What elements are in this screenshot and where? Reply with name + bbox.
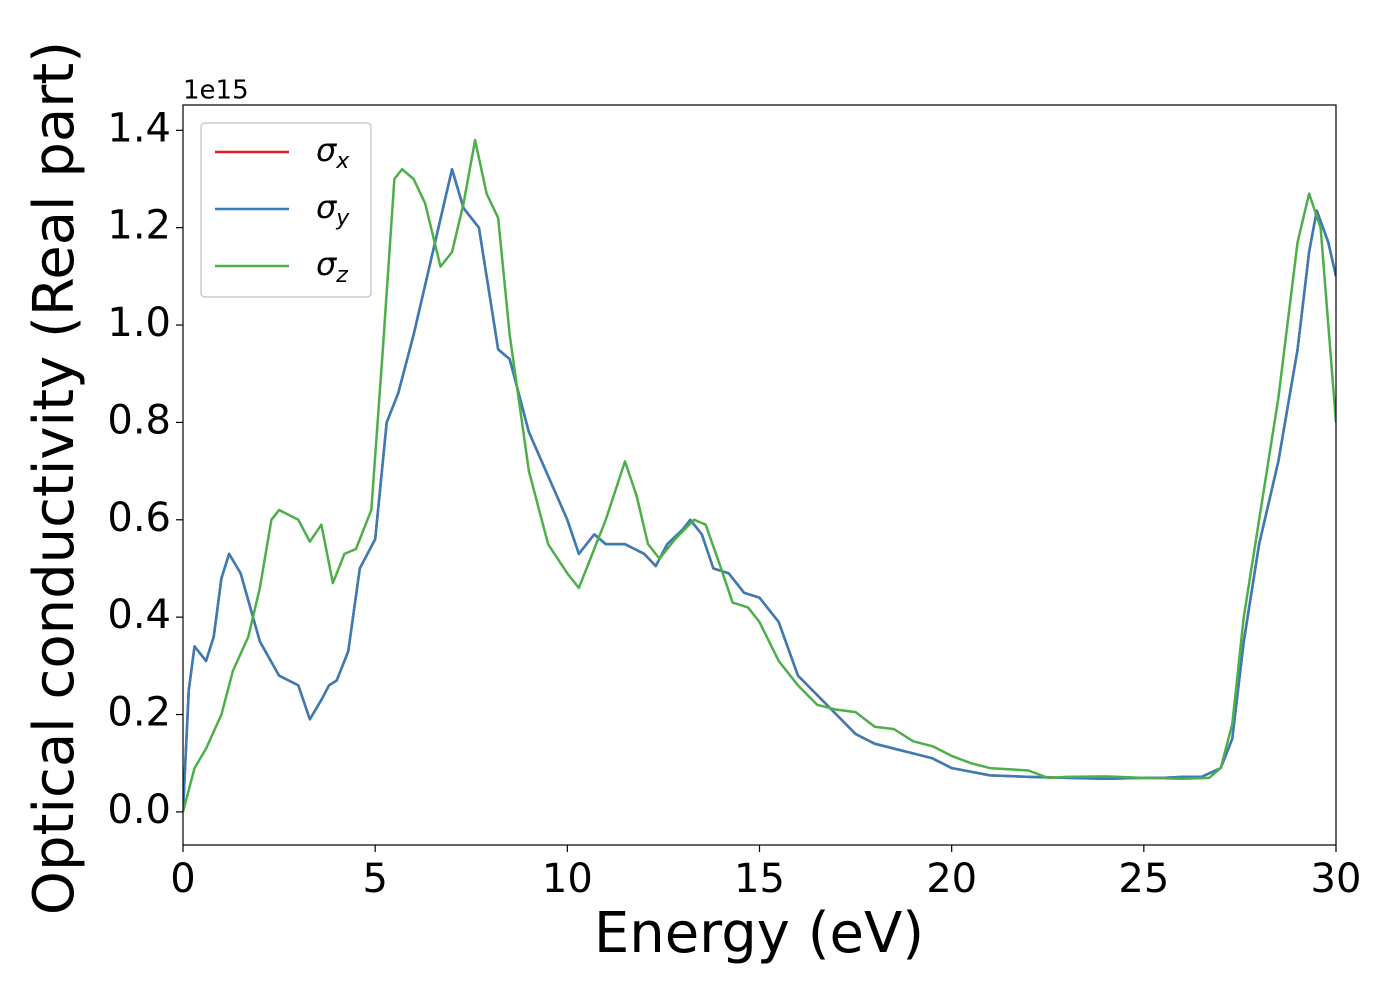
data-line: [183, 138, 1336, 813]
y-tick-label: 0.2: [107, 690, 171, 736]
x-tick-label: 15: [734, 856, 785, 902]
y-tick-label: 0.8: [107, 397, 171, 443]
y-tick-label: 0.6: [107, 495, 171, 541]
x-axis-label: Energy (eV): [594, 901, 924, 966]
y-tick-label: 1.4: [107, 105, 171, 151]
legend-label: σx: [316, 131, 350, 174]
plot-lines: [183, 138, 1336, 813]
offset-text: 1e15: [183, 76, 249, 106]
x-tick-label: 20: [926, 856, 977, 902]
legend-label: σz: [316, 245, 348, 288]
legend-label: σy: [316, 188, 350, 231]
y-tick-label: 0.0: [107, 787, 171, 833]
x-tick-label: 5: [362, 856, 387, 902]
x-tick-label: 25: [1118, 856, 1169, 902]
x-tick-label: 10: [542, 856, 593, 902]
y-tick-label: 0.4: [107, 592, 171, 638]
x-tick-label: 0: [170, 856, 195, 902]
y-tick-label: 1.2: [107, 203, 171, 249]
y-axis-label: Optical conductivity (Real part): [22, 41, 87, 915]
y-tick-label: 1.0: [107, 300, 171, 346]
x-tick-label: 30: [1311, 856, 1362, 902]
